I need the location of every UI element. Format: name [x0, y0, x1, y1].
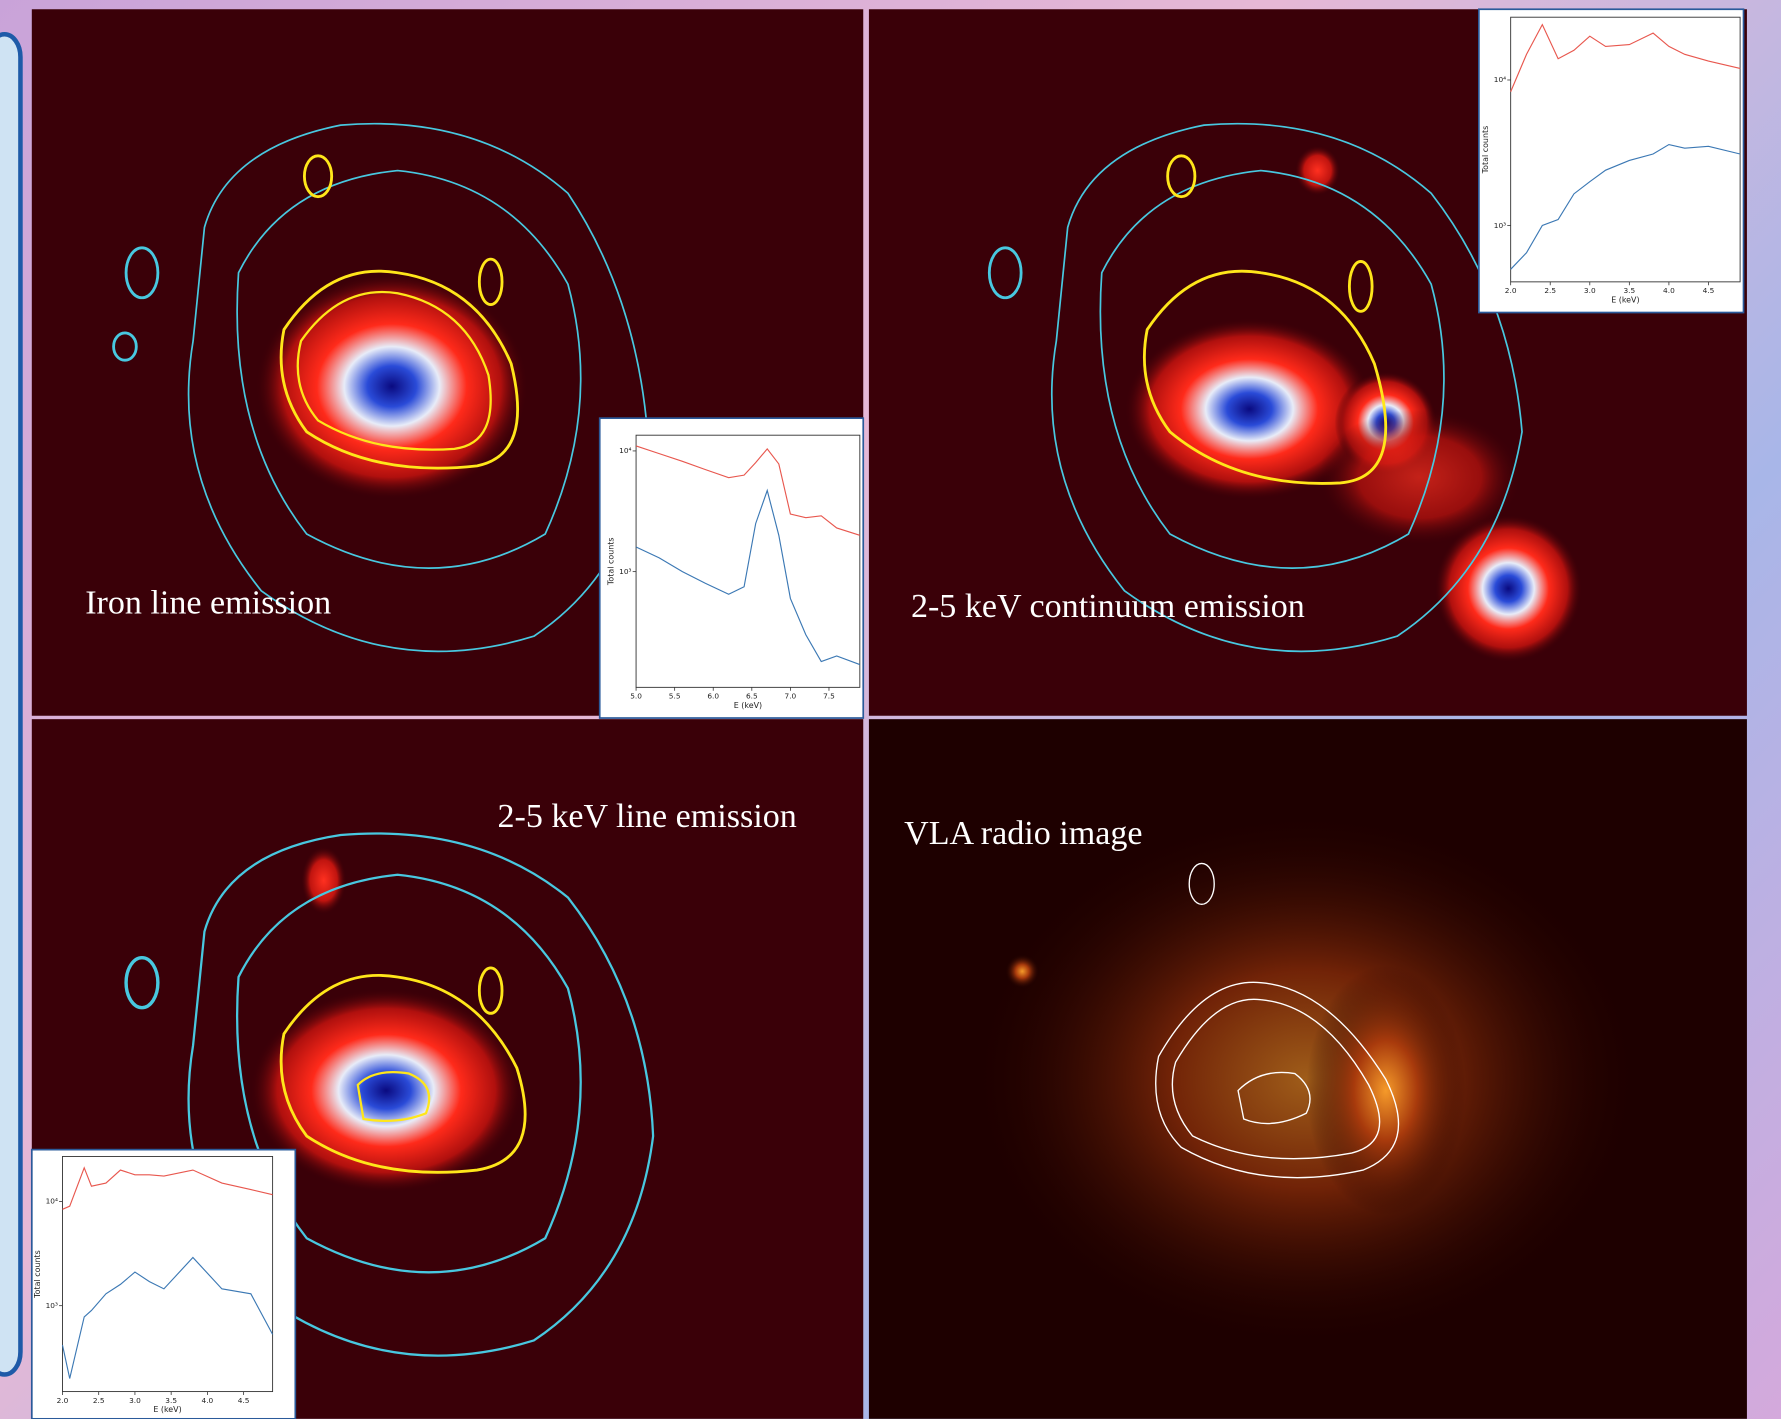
x-tick-label: 4.5: [1703, 286, 1715, 295]
emission-blob: [301, 846, 346, 914]
x-tick-label: 3.5: [1623, 286, 1635, 295]
x-axis-label: E (keV): [734, 701, 762, 710]
inset-background: [1479, 9, 1744, 312]
emission-blob: [1295, 146, 1340, 196]
y-tick-label: 10³: [46, 1301, 58, 1310]
panel-label: VLA radio image: [904, 815, 1142, 852]
x-tick-label: 2.5: [1544, 286, 1556, 295]
inset-background: [600, 418, 864, 718]
x-tick-label: 2.0: [57, 1396, 69, 1405]
y-tick-label: 10⁴: [619, 446, 631, 455]
y-tick-label: 10⁴: [1494, 75, 1506, 84]
x-tick-label: 6.0: [707, 692, 719, 701]
y-tick-label: 10⁴: [46, 1197, 58, 1206]
side-panel: [0, 34, 20, 1374]
x-tick-label: 2.5: [93, 1396, 105, 1405]
page: {"panels": [ {"label": "Iron line emissi…: [0, 0, 1781, 1419]
x-tick-label: 4.0: [1663, 286, 1675, 295]
y-axis-label: Total counts: [1481, 126, 1490, 175]
inset-background: [32, 1150, 296, 1419]
radio-emission: [1306, 966, 1465, 1216]
panel-label: 2-5 keV line emission: [497, 798, 796, 835]
x-axis-label: E (keV): [1611, 295, 1639, 304]
x-tick-label: 2.0: [1505, 286, 1517, 295]
x-tick-label: 4.0: [202, 1396, 214, 1405]
x-tick-label: 7.5: [823, 692, 835, 701]
y-tick-label: 10³: [1494, 221, 1506, 230]
panel-label: Iron line emission: [85, 585, 331, 622]
y-axis-label: Total counts: [33, 1250, 42, 1299]
y-tick-label: 10³: [619, 567, 631, 576]
x-tick-label: 6.5: [746, 692, 758, 701]
x-tick-label: 5.5: [669, 692, 681, 701]
x-tick-label: 3.0: [129, 1396, 141, 1405]
emission-blob: [1318, 409, 1522, 545]
x-tick-label: 3.5: [165, 1396, 177, 1405]
x-tick-label: 4.5: [238, 1396, 250, 1405]
radio-emission: [965, 807, 1647, 1352]
radio-emission: [1005, 954, 1039, 988]
figure: Iron line emission 2-5 keV continuum emi…: [0, 0, 1781, 1419]
panel-label: 2-5 keV continuum emission: [911, 588, 1305, 625]
y-axis-label: Total counts: [606, 537, 615, 586]
x-axis-label: E (keV): [153, 1405, 181, 1414]
x-tick-label: 7.0: [785, 692, 797, 701]
x-tick-label: 5.0: [630, 692, 642, 701]
x-tick-label: 3.0: [1584, 286, 1596, 295]
